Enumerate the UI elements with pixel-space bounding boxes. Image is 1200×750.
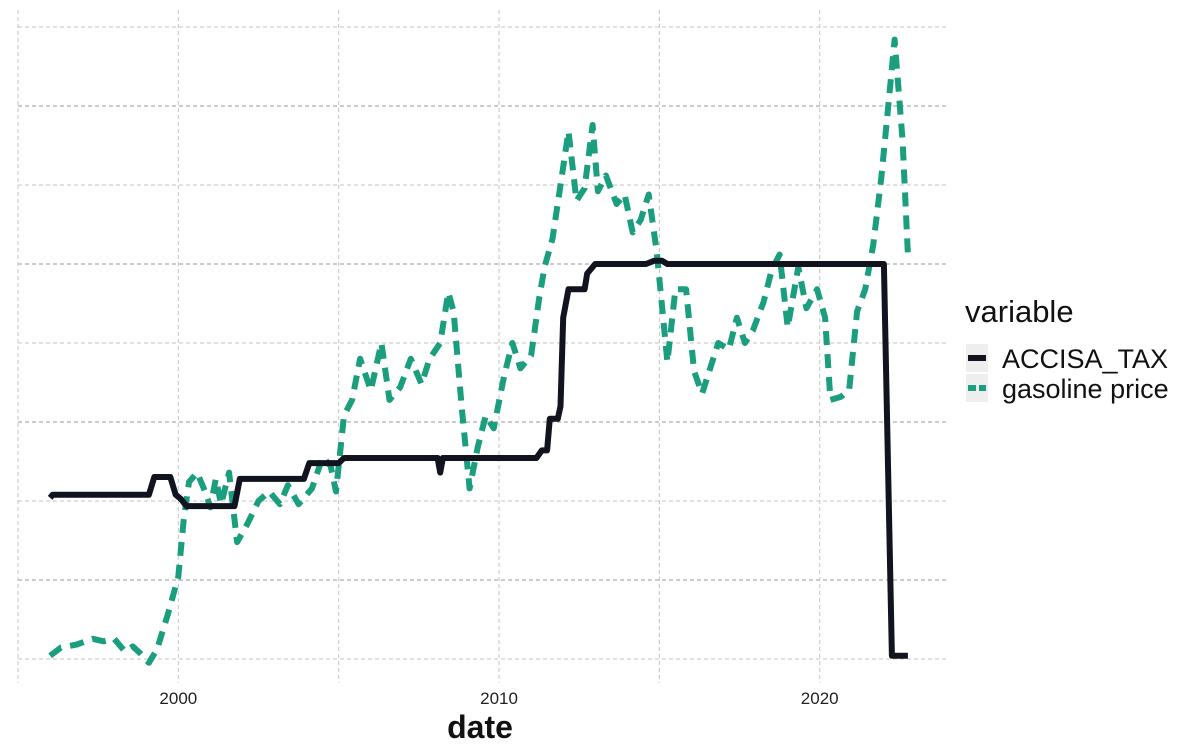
legend-key-background [966, 374, 988, 402]
x-axis-ticks: 2000 2010 2020 [159, 689, 838, 708]
series-lines [47, 36, 911, 666]
grid-lines [17, 10, 948, 683]
x-tick-label: 2020 [801, 689, 839, 708]
series-line-accisa-tax [47, 257, 908, 659]
legend-label: gasoline price [1002, 374, 1169, 404]
legend-entry: ACCISA_TAX [966, 344, 1168, 374]
legend-title: variable [965, 294, 1074, 329]
x-axis-title: date [447, 709, 513, 745]
x-tick-label: 2000 [159, 689, 197, 708]
x-tick-label: 2010 [480, 689, 518, 708]
legend-entry: gasoline price [966, 374, 1169, 404]
series-line-gasoline-price [48, 36, 911, 666]
legend-label: ACCISA_TAX [1002, 344, 1168, 374]
